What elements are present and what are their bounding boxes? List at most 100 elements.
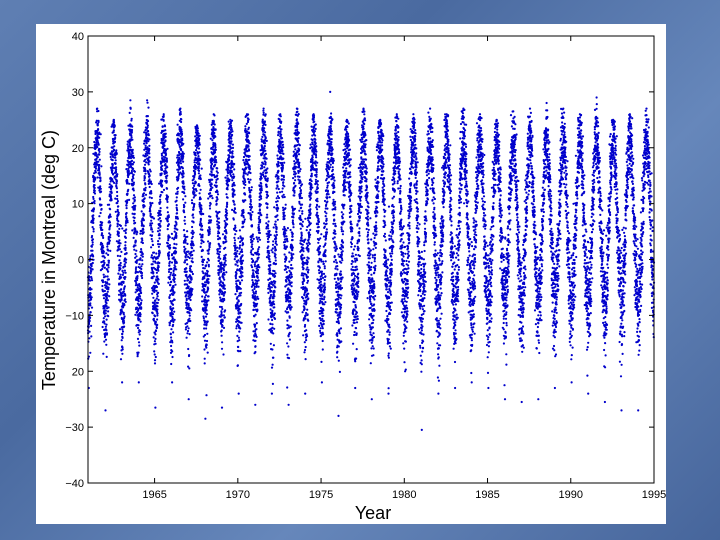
temperature-point [208, 228, 211, 231]
temperature-point [175, 204, 178, 207]
temperature-point [143, 176, 146, 179]
temperature-point [205, 339, 209, 343]
temperature-point [198, 151, 201, 154]
temperature-point [129, 146, 132, 149]
temperature-point [214, 128, 217, 131]
temperature-point [150, 182, 153, 186]
temperature-point [224, 246, 227, 249]
temperature-point [136, 275, 139, 278]
temperature-point [119, 358, 123, 361]
temperature-point [186, 332, 189, 335]
temperature-point [297, 153, 301, 156]
temperature-point [154, 329, 158, 333]
temperature-point [215, 181, 218, 184]
temperature-point [255, 304, 258, 307]
temperature-point [153, 359, 157, 362]
temperature-point [127, 163, 130, 166]
temperature-point [244, 183, 247, 186]
temperature-point [145, 161, 148, 164]
temperature-point [221, 233, 225, 236]
temperature-point [157, 291, 160, 294]
temperature-point [289, 325, 292, 328]
temperature-point [243, 186, 246, 189]
temperature-point [259, 203, 262, 206]
temperature-point [302, 250, 305, 253]
temperature-point [188, 256, 191, 260]
temperature-point [218, 231, 221, 235]
temperature-point [115, 187, 118, 190]
temperature-point [271, 348, 274, 351]
temperature-point [148, 156, 151, 159]
temperature-point [281, 140, 284, 143]
temperature-point [225, 212, 229, 215]
temperature-point [210, 194, 213, 197]
temperature-point [138, 283, 141, 286]
temperature-point [179, 113, 182, 116]
temperature-point [227, 168, 230, 171]
temperature-point [186, 325, 189, 328]
temperature-point [182, 229, 186, 232]
temperature-point [171, 355, 174, 359]
temperature-point [244, 199, 247, 202]
temperature-point [183, 192, 186, 195]
temperature-point [151, 243, 154, 246]
temperature-point [198, 137, 201, 141]
temperature-point [240, 302, 243, 306]
temperature-point [104, 315, 107, 318]
temperature-point [207, 259, 210, 262]
temperature-point [285, 290, 288, 293]
temperature-point [277, 134, 280, 137]
temperature-point [97, 160, 100, 163]
temperature-point [128, 151, 131, 154]
temperature-point [159, 219, 162, 222]
temperature-point [128, 198, 131, 201]
temperature-point [116, 194, 119, 198]
temperature-point [269, 293, 273, 297]
temperature-point [140, 301, 143, 305]
temperature-point [182, 142, 185, 145]
temperature-point [264, 131, 267, 134]
temperature-point [194, 154, 197, 157]
temperature-point [201, 228, 204, 231]
temperature-point [142, 194, 145, 197]
temperature-point [147, 106, 150, 109]
temperature-point [203, 296, 207, 299]
temperature-point [245, 122, 248, 125]
temperature-point [282, 157, 285, 160]
temperature-point [280, 120, 283, 123]
temperature-point [300, 183, 304, 186]
temperature-point [214, 143, 217, 146]
temperature-point [236, 250, 239, 253]
temperature-point [298, 148, 301, 151]
temperature-point [192, 221, 195, 224]
temperature-point [206, 351, 209, 354]
temperature-point [171, 303, 175, 306]
temperature-point [277, 130, 280, 133]
temperature-point [297, 131, 300, 134]
temperature-point [181, 167, 184, 170]
temperature-point [222, 326, 226, 329]
temperature-point [139, 232, 142, 235]
temperature-point [285, 229, 288, 232]
temperature-point [92, 219, 95, 222]
temperature-point [192, 249, 195, 252]
temperature-point [185, 267, 188, 270]
temperature-point [244, 193, 247, 196]
temperature-point [270, 329, 274, 332]
temperature-point [168, 321, 172, 325]
temperature-point [307, 319, 310, 322]
temperature-point [301, 225, 304, 228]
temperature-point [248, 155, 251, 158]
temperature-point [236, 261, 239, 264]
temperature-point [141, 255, 144, 258]
temperature-point [190, 278, 193, 281]
temperature-point [264, 149, 267, 152]
temperature-point [298, 161, 301, 164]
temperature-point [264, 113, 267, 116]
temperature-point [215, 161, 218, 164]
temperature-point [305, 301, 308, 305]
temperature-point [207, 265, 210, 268]
temperature-point [152, 257, 155, 260]
temperature-point [257, 248, 260, 251]
temperature-point [203, 267, 206, 270]
